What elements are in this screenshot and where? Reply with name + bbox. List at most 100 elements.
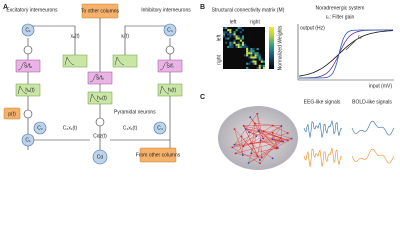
cell xyxy=(225,31,228,34)
cell xyxy=(239,43,242,46)
cell xyxy=(246,45,249,48)
edge xyxy=(257,113,261,141)
node xyxy=(280,125,283,127)
label: Pyramidal neurons xyxy=(114,109,156,115)
cell xyxy=(246,50,249,53)
label: Excitatory interneurons xyxy=(6,7,58,13)
cell xyxy=(227,37,230,40)
box xyxy=(157,59,183,73)
cell xyxy=(229,45,232,48)
cell xyxy=(252,62,255,65)
cell xyxy=(241,43,244,46)
cell xyxy=(250,52,253,55)
label: p(t) xyxy=(8,111,16,117)
node xyxy=(244,128,247,130)
signal xyxy=(303,119,343,138)
curve xyxy=(299,29,393,79)
cell xyxy=(237,37,240,40)
node xyxy=(256,112,259,115)
cell xyxy=(239,27,242,30)
panel-c: C EEG-like signals BOLD-like signals xyxy=(200,94,395,170)
edge xyxy=(250,125,282,144)
node xyxy=(262,130,265,133)
label: left xyxy=(230,19,237,25)
label: hₚ(t) xyxy=(97,95,107,101)
edge xyxy=(243,125,258,156)
label: Structural connectivity matrix (M) xyxy=(212,7,285,13)
node xyxy=(290,137,293,140)
cell xyxy=(231,45,234,48)
node xyxy=(249,116,252,119)
label: Cα xyxy=(97,154,104,160)
cell xyxy=(225,41,228,44)
label: rₚ: Filter gain xyxy=(326,14,355,20)
icon xyxy=(159,61,169,71)
box xyxy=(157,83,183,97)
cell xyxy=(241,45,244,48)
node xyxy=(279,137,282,139)
icon xyxy=(17,85,28,95)
node xyxy=(280,140,283,143)
label: C₁ xyxy=(25,27,31,33)
node xyxy=(277,147,279,149)
label: To other columns xyxy=(81,8,120,14)
curve xyxy=(298,30,394,77)
cell xyxy=(250,60,253,63)
icon xyxy=(89,73,99,83)
cell xyxy=(262,60,265,63)
label: S/fₚ xyxy=(96,75,104,81)
node xyxy=(260,156,263,159)
cell xyxy=(235,43,238,46)
node xyxy=(248,131,250,134)
label: From other columns xyxy=(136,152,181,158)
cell xyxy=(235,37,238,40)
node xyxy=(233,143,236,146)
cell xyxy=(258,54,261,57)
cell xyxy=(235,35,238,38)
node xyxy=(287,139,289,142)
cell xyxy=(250,48,253,51)
edge xyxy=(257,113,264,139)
network xyxy=(231,112,293,165)
cell xyxy=(227,45,230,48)
cell xyxy=(241,41,244,44)
node xyxy=(250,152,253,155)
label: C₂ xyxy=(37,125,43,131)
label: left xyxy=(216,34,222,41)
node xyxy=(21,133,35,147)
cell xyxy=(258,64,261,67)
cell xyxy=(237,43,240,46)
label: S/fₑ xyxy=(24,63,32,69)
label: hₑ(t) xyxy=(25,87,35,93)
label: Normalized Weights xyxy=(277,25,283,70)
edge xyxy=(257,140,261,156)
node xyxy=(259,139,262,142)
cell xyxy=(223,27,226,30)
cell xyxy=(260,60,263,63)
cell xyxy=(254,62,257,65)
cell xyxy=(223,33,226,36)
node xyxy=(163,23,177,37)
cell xyxy=(237,45,240,48)
node xyxy=(249,142,252,145)
label: xᵢ(t) xyxy=(121,33,129,39)
node xyxy=(254,122,256,125)
edge xyxy=(243,125,277,149)
cell xyxy=(237,27,240,30)
label: hᵢ(t) xyxy=(168,87,177,93)
icon xyxy=(64,56,75,66)
edge xyxy=(254,123,282,127)
cell xyxy=(241,35,244,38)
panel-label: B xyxy=(200,4,205,11)
cell xyxy=(250,56,253,59)
box xyxy=(139,147,177,163)
icon xyxy=(17,61,27,71)
cell xyxy=(256,48,259,51)
cell xyxy=(239,37,242,40)
cell xyxy=(233,39,236,42)
node xyxy=(282,140,284,143)
cell xyxy=(252,50,255,53)
cell xyxy=(233,33,236,36)
curve xyxy=(298,29,393,79)
label: C₄x₁(t) xyxy=(123,125,138,131)
